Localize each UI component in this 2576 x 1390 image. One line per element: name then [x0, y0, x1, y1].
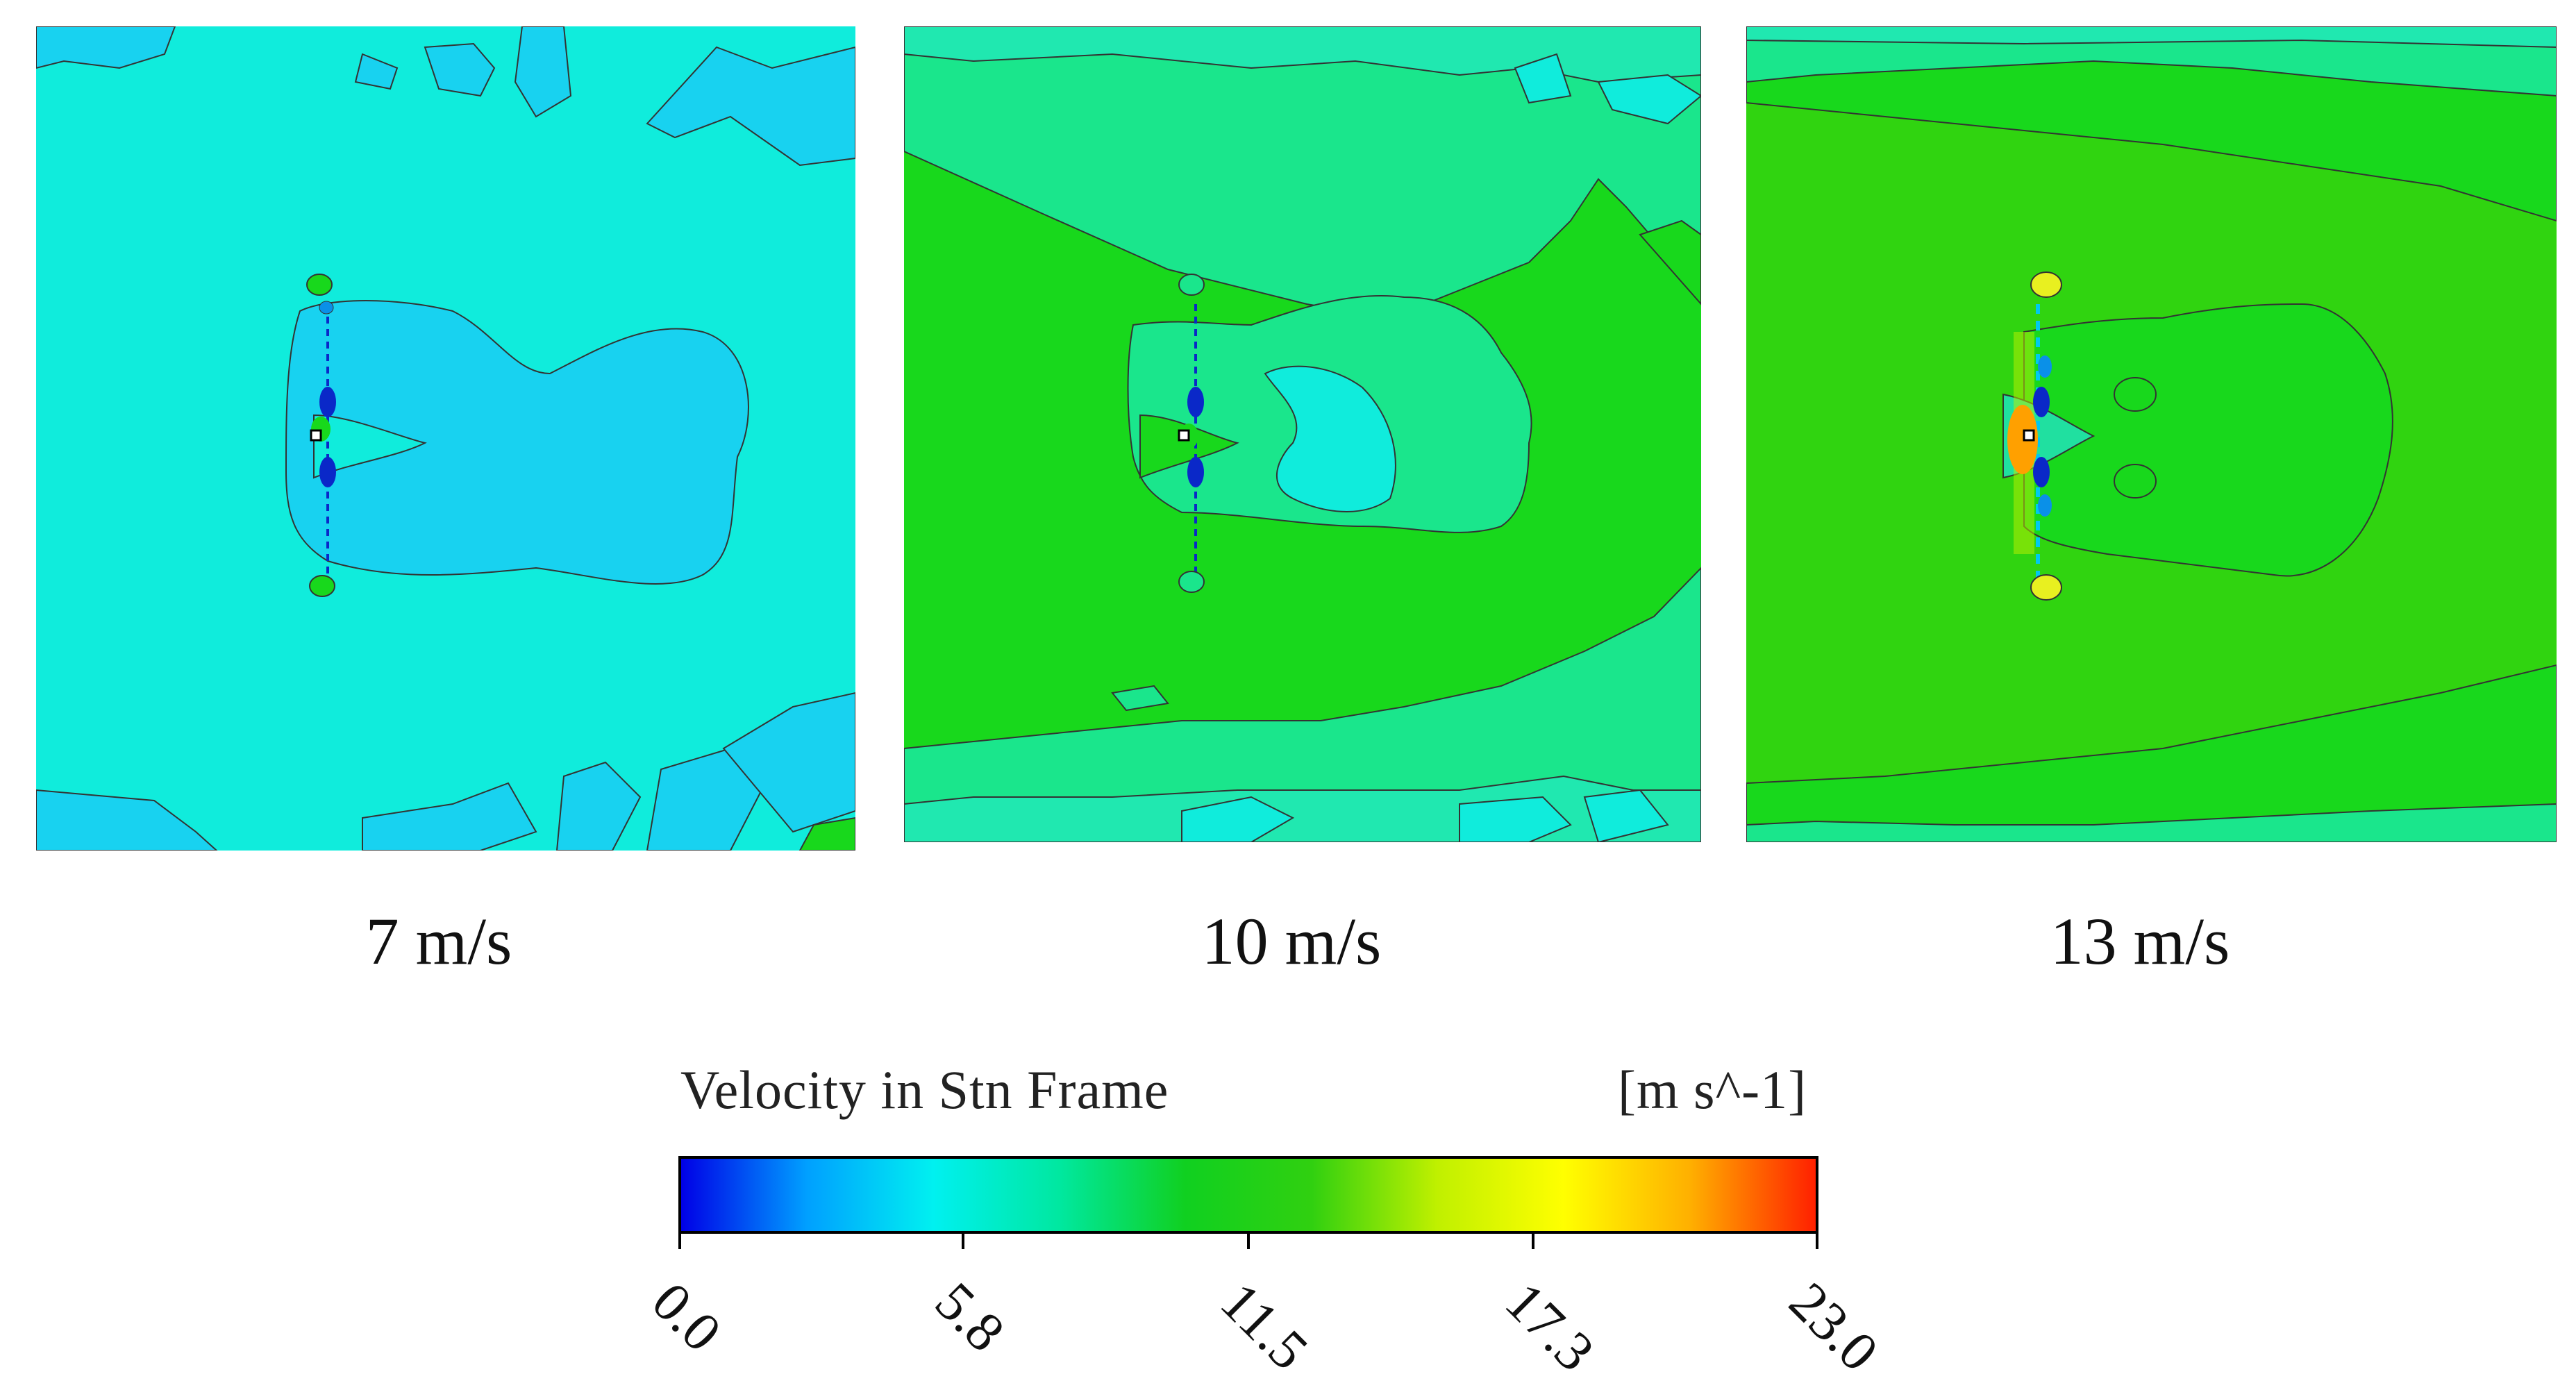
- colorbar-tick-label: 17.3: [1494, 1271, 1606, 1383]
- contour-panel-10ms: [904, 26, 1701, 842]
- contour-panel-7ms: [36, 26, 855, 851]
- panel-caption-7ms: 7 m/s: [365, 904, 512, 978]
- colorbar-tick-label: 5.8: [923, 1271, 1017, 1364]
- colorbar-tick-label: 11.5: [1209, 1271, 1320, 1382]
- contour-panel-13ms: [1746, 26, 2557, 842]
- colorbar-tick: [678, 1234, 681, 1249]
- colorbar-tick-label: 23.0: [1778, 1271, 1890, 1383]
- velocity-contour-plot-7ms: [36, 26, 855, 851]
- colorbar-tick-label: 0.0: [640, 1271, 733, 1364]
- colorbar-title: Velocity in Stn Frame: [680, 1060, 1169, 1120]
- colorbar-tick: [1247, 1234, 1250, 1249]
- velocity-contour-plot-10ms: [904, 26, 1701, 842]
- colorbar-tick: [1532, 1234, 1534, 1249]
- panel-caption-10ms: 10 m/s: [1201, 904, 1382, 978]
- velocity-contour-plot-13ms: [1746, 26, 2557, 842]
- colorbar-legend: [678, 1156, 1818, 1234]
- panel-caption-13ms: 13 m/s: [2050, 904, 2230, 978]
- colorbar-tick: [962, 1234, 964, 1249]
- colorbar-tick: [1816, 1234, 1818, 1249]
- colorbar-unit: [m s^-1]: [1618, 1060, 1807, 1120]
